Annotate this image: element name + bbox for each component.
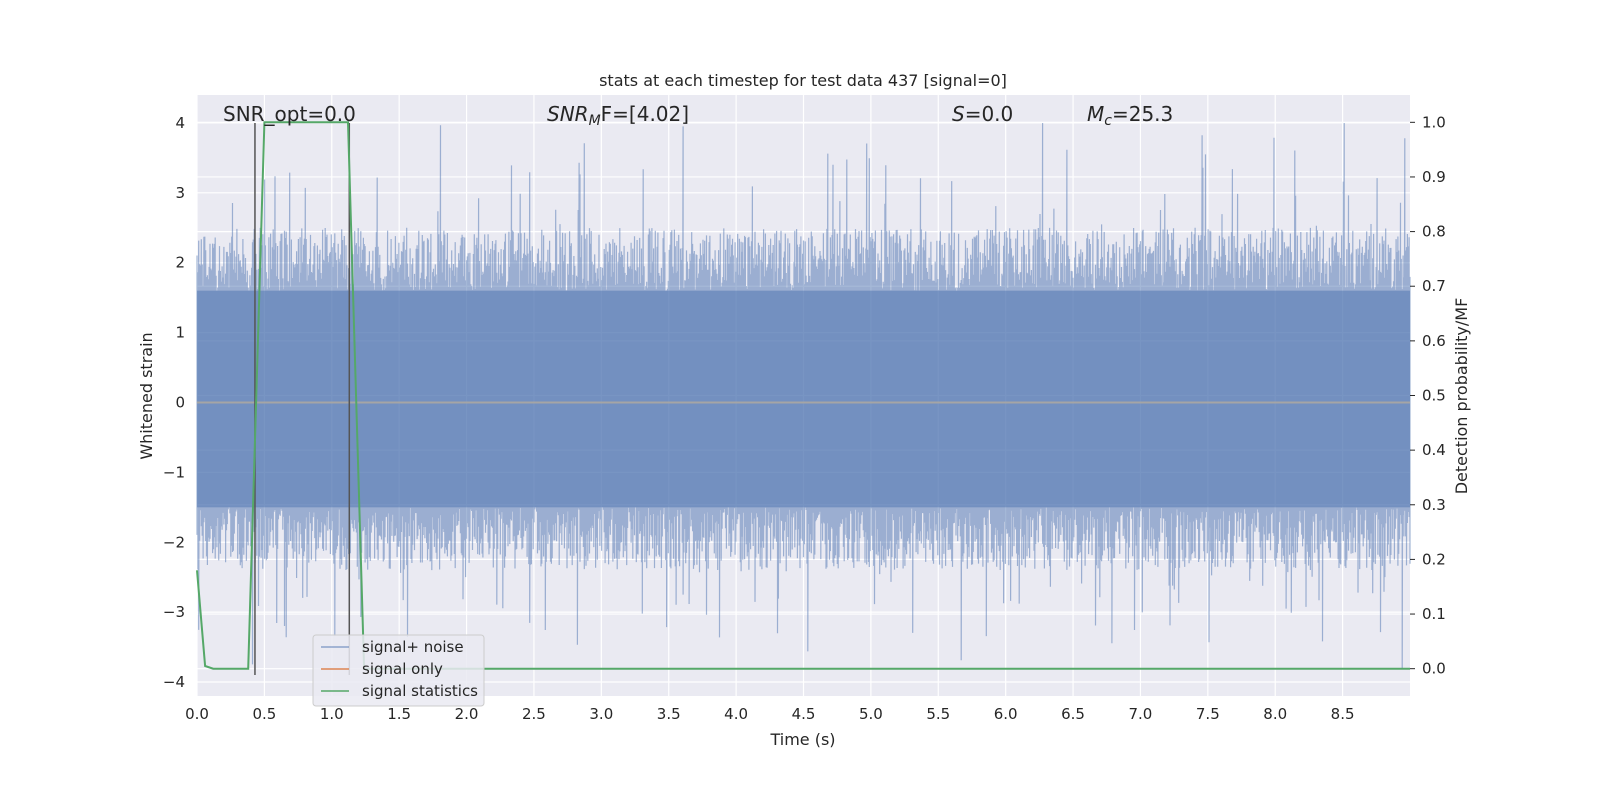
noise-band (197, 290, 1410, 508)
annotation-snr-opt: SNR_opt=0.0 (223, 102, 356, 126)
y-tick-label: 2 (175, 254, 185, 272)
chart-title: stats at each timestep for test data 437… (599, 71, 1007, 90)
right-y-tick-label: 0.0 (1422, 660, 1446, 678)
annotation-s-main: S (952, 102, 965, 126)
right-y-tick-label: 0.3 (1422, 496, 1446, 514)
vertical-markers (254, 122, 351, 676)
annotation-mc: Mc=25.3 (1087, 102, 1173, 129)
legend-label-signal-only: signal only (362, 660, 443, 678)
annotation-mc-sub: c (1104, 113, 1112, 129)
x-tick-label: 4.0 (724, 705, 748, 723)
right-y-tick-label: 0.8 (1422, 223, 1446, 241)
x-tick-label: 5.0 (859, 705, 883, 723)
x-tick-label: 6.0 (994, 705, 1018, 723)
x-tick-label: 6.5 (1061, 705, 1085, 723)
annotation-snr-mf-main: SNR (547, 102, 589, 126)
y-tick-label: 1 (175, 324, 185, 342)
x-tick-label: 3.0 (589, 705, 613, 723)
x-tick-label: 3.5 (657, 705, 681, 723)
right-y-tick-label: 1.0 (1422, 113, 1446, 131)
right-y-tick-label: 0.2 (1422, 550, 1446, 568)
x-tick-label: 1.0 (320, 705, 344, 723)
x-tick-label: 7.0 (1129, 705, 1153, 723)
y-tick-label: −1 (163, 463, 185, 481)
right-y-tick-label: 0.4 (1422, 441, 1446, 459)
series-signal-plus-noise (196, 122, 1411, 670)
x-tick-label: 2.0 (455, 705, 479, 723)
x-axis-ticks: 0.0 0.5 1.0 1.5 2.0 2.5 3.0 3.5 4.0 4.5 5.0 5.5 6.0 6… (185, 705, 1354, 723)
right-y-tick-label: 0.6 (1422, 332, 1446, 350)
y-axis-ticks: 4 3 2 1 0 −1 −2 −3 −4 (163, 114, 185, 691)
x-tick-label: 4.5 (792, 705, 816, 723)
annotation-mc-main: M (1087, 102, 1104, 126)
x-tick-label: 7.5 (1196, 705, 1220, 723)
legend: signal+ noise signal only signal statist… (312, 634, 485, 707)
y-axis-label: Whitened strain (137, 332, 156, 459)
annotation-snr-mf: SNRMF=[4.02] (547, 102, 689, 129)
y-tick-label: −3 (163, 603, 185, 621)
x-tick-label: 0.5 (252, 705, 276, 723)
annotation-s-rest: =0.0 (965, 102, 1014, 126)
legend-box (312, 634, 485, 707)
legend-label-statistics: signal statistics (362, 682, 478, 700)
legend-label-noise: signal+ noise (362, 638, 464, 656)
right-y-tick-label: 0.7 (1422, 277, 1446, 295)
x-tick-label: 1.5 (387, 705, 411, 723)
annotation-snr-mf-rest: F=[4.02] (601, 102, 689, 126)
right-y-tick-label: 0.1 (1422, 605, 1446, 623)
x-tick-label: 5.5 (926, 705, 950, 723)
x-tick-label: 8.0 (1263, 705, 1287, 723)
y-tick-label: −2 (163, 533, 185, 551)
y-tick-label: 3 (175, 184, 185, 202)
right-y-tick-label: 0.5 (1422, 387, 1446, 405)
x-tick-label: 2.5 (522, 705, 546, 723)
right-y-axis-label: Detection probability/MF (1452, 298, 1471, 495)
annotation-mc-rest: =25.3 (1112, 102, 1173, 126)
y-tick-label: 4 (175, 114, 185, 132)
y-tick-label: 0 (175, 393, 185, 411)
x-tick-label: 0.0 (185, 705, 209, 723)
right-y-tick-label: 0.9 (1422, 168, 1446, 186)
annotation-s: S=0.0 (952, 102, 1013, 126)
right-y-axis-ticks: 1.0 0.9 0.8 0.7 0.6 0.5 0.4 0.3 0.2 0.1 0.0 (1410, 113, 1446, 678)
y-tick-label: −4 (163, 673, 185, 691)
annotation-snr-mf-sub: M (589, 113, 601, 129)
x-tick-label: 8.5 (1331, 705, 1355, 723)
x-axis-label: Time (s) (769, 730, 835, 749)
